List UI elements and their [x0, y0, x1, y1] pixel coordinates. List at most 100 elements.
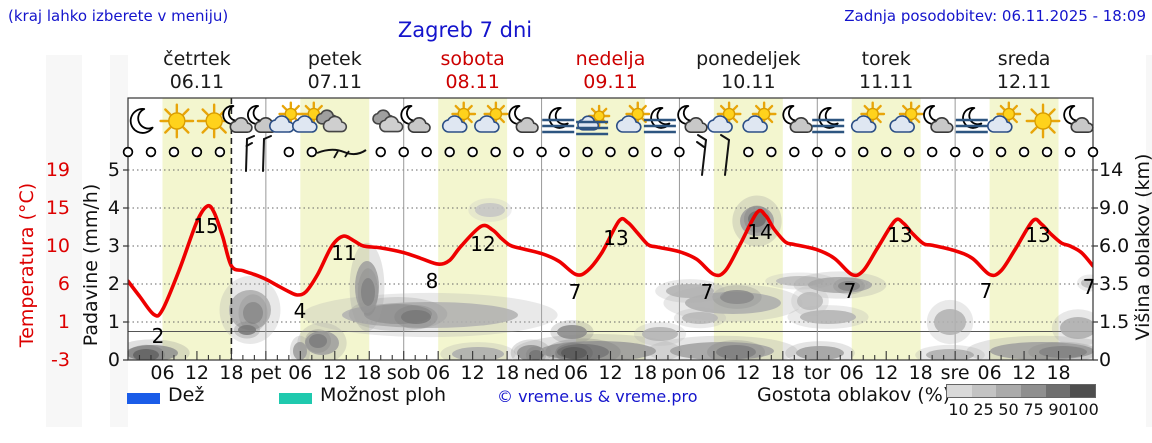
cloud-blob — [934, 309, 966, 335]
temperature-label: 7 — [569, 280, 582, 304]
sun-disc — [631, 107, 645, 121]
moon-behind-cloud-icon — [400, 105, 431, 134]
weather-symbol-circle — [949, 146, 961, 158]
cloud-shape — [441, 115, 468, 133]
cloud-blob — [1039, 346, 1087, 358]
day-header-date: 07.11 — [307, 71, 362, 93]
cloud-tick: 6.0 — [1099, 235, 1130, 257]
background-strip — [46, 55, 82, 427]
weather-symbol-circle — [605, 146, 616, 158]
temperature-label: 12 — [470, 232, 495, 256]
wind-barb — [696, 141, 705, 148]
day-header-name: nedelja — [575, 48, 646, 70]
sun-disc — [866, 107, 879, 121]
gradient-segment — [1021, 385, 1046, 397]
day-header-name: sreda — [997, 48, 1051, 70]
weather-symbol-circle — [513, 146, 524, 158]
sun-ray — [590, 107, 597, 114]
weather-symbol-circle — [743, 146, 754, 158]
cloud-blob — [716, 345, 756, 359]
cloud-shape — [515, 116, 539, 134]
sun-ray — [999, 104, 1006, 111]
moon-fog-icon — [812, 107, 845, 134]
temperature-label: 13 — [603, 226, 628, 250]
precip-tick: 2 — [107, 273, 120, 295]
temp-axis-title: Temperatura (°C) — [16, 182, 38, 348]
weather-symbol-circle — [375, 146, 386, 158]
sun-behind-cloud-icon — [269, 101, 304, 133]
rain-legend-label: Dež — [168, 384, 205, 406]
temperature-label: 13 — [887, 223, 912, 247]
weather-symbol-circle — [1087, 146, 1099, 158]
sun-ray — [754, 104, 761, 111]
x-hour-label: 12 — [736, 362, 761, 384]
cloud-blob — [238, 325, 256, 335]
moon-behind-cloud-icon — [677, 105, 708, 134]
cloud-tick: 3.5 — [1099, 273, 1130, 295]
sun-icon — [1025, 103, 1061, 139]
sun-ray — [914, 104, 921, 111]
weather-symbol-circle — [835, 146, 846, 158]
sun-behind-cloud-icon — [850, 101, 886, 133]
moon-behind-cloud-icon — [1063, 105, 1094, 134]
sun-disc — [757, 107, 771, 121]
temp-tick: 15 — [45, 197, 70, 219]
cloud-blob — [682, 312, 718, 324]
weather-symbol-circle — [582, 146, 593, 158]
precip-tick: 0 — [107, 349, 120, 371]
x-day-label: sre — [940, 362, 970, 384]
sun-ray — [467, 104, 473, 111]
sun-ray — [863, 104, 870, 111]
sun-ray — [182, 126, 190, 134]
precip-axis-title: Padavine (mm/h) — [80, 183, 102, 347]
x-hour-label: 06 — [977, 362, 1002, 384]
temp-tick: 10 — [45, 235, 70, 257]
temperature-curve — [128, 203, 1093, 318]
sun-ray — [719, 104, 726, 111]
temperature-label: 14 — [747, 220, 772, 244]
moon-behind-cloud-icon — [222, 105, 253, 134]
copyright-link[interactable]: © vreme.us & vreme.pro — [497, 387, 698, 406]
wind-barb — [262, 138, 265, 172]
precip-tick: 5 — [107, 159, 120, 181]
weather-symbol-circle — [812, 146, 823, 158]
gradient-scale-label: 50 — [998, 400, 1019, 419]
sun-ray — [902, 104, 908, 111]
sun-ray — [1012, 117, 1018, 124]
sun-disc — [284, 107, 298, 121]
cloud-blob — [838, 281, 860, 291]
sun-ray — [641, 104, 647, 111]
moon-fog-icon — [643, 107, 676, 134]
gradient-scale-label: 90 — [1048, 400, 1069, 419]
weather-symbol-circle — [857, 146, 869, 158]
sun-behind-cloud-icon — [474, 101, 509, 133]
temperature-label: 11 — [331, 241, 356, 265]
weather-symbol-circle — [1018, 146, 1030, 158]
cloud-density-blobs — [128, 195, 1093, 360]
x-hour-label: 12 — [874, 362, 899, 384]
temp-tick: 6 — [57, 273, 70, 295]
sun-ray — [767, 117, 774, 124]
cloud-icon — [372, 109, 404, 133]
wind-barb — [720, 134, 730, 141]
cloud-shape — [291, 115, 318, 133]
cloud-blob — [452, 347, 504, 360]
cloud-blob — [666, 284, 714, 298]
cloud-shape — [407, 116, 431, 134]
last-update: Zadnja posodobitev: 06.11.2025 - 18:09 — [844, 7, 1146, 25]
wind-barb-tick — [333, 150, 339, 159]
weather-symbol-circle — [559, 146, 570, 158]
weather-symbol-circle — [536, 146, 547, 158]
sun-disc — [593, 110, 605, 122]
sun-ray — [164, 108, 172, 116]
cloud-blob — [243, 302, 263, 324]
x-hour-label: 12 — [598, 362, 623, 384]
weather-symbol-circle — [1041, 146, 1053, 158]
gradient-scale-label: 25 — [973, 400, 994, 419]
cloud-blob — [309, 334, 327, 348]
page-title: Zagreb 7 dni — [397, 18, 533, 42]
x-hour-label: 12 — [460, 362, 485, 384]
cloud-tick: 0 — [1099, 349, 1112, 371]
moon-fog-icon — [955, 107, 988, 134]
temperature-label: 4 — [294, 299, 307, 323]
